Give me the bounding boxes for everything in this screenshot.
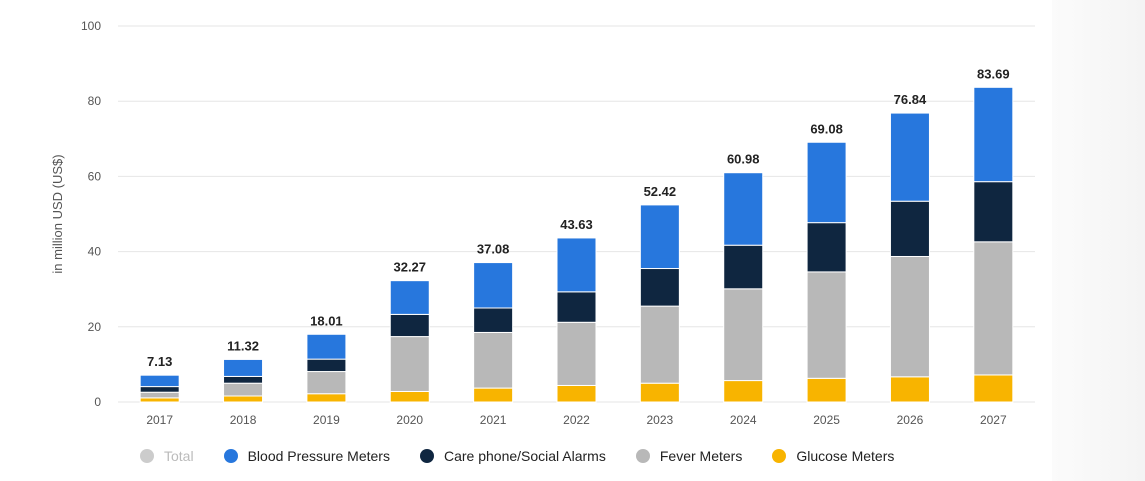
x-tick-label: 2023: [647, 413, 674, 427]
bar-segment-glucose-meters[interactable]: [639, 382, 680, 403]
bar-segment-blood-pressure-meters[interactable]: [556, 237, 597, 293]
x-tick-label: 2021: [480, 413, 507, 427]
bar-segment-fever-meters[interactable]: [639, 305, 680, 384]
x-axis-ticks: 2017 2018 2019 2020 2021 2022 2023 2024 2025 2026…: [146, 413, 1007, 427]
total-label: 32.27: [393, 260, 426, 275]
x-tick-label: 2026: [897, 413, 924, 427]
bar-segment-blood-pressure-meters[interactable]: [806, 141, 847, 224]
bar-segment-blood-pressure-meters[interactable]: [889, 112, 930, 202]
bar-segment-fever-meters[interactable]: [306, 371, 347, 395]
bar-segment-glucose-meters[interactable]: [556, 384, 597, 403]
x-tick-label: 2027: [980, 413, 1007, 427]
total-label: 83.69: [977, 66, 1010, 81]
bar-segment-fever-meters[interactable]: [473, 331, 514, 389]
bar-segment-fever-meters[interactable]: [389, 336, 430, 392]
bar-segment-blood-pressure-meters[interactable]: [473, 262, 514, 309]
legend-item-fever-meters[interactable]: Fever Meters: [635, 448, 743, 464]
bar-segment-blood-pressure-meters[interactable]: [139, 374, 180, 388]
bar-segment-fever-meters[interactable]: [973, 241, 1014, 376]
y-tick-label: 80: [88, 94, 102, 108]
legend: Total Blood Pressure Meters Care phone/S…: [140, 448, 924, 464]
total-labels: 7.13 11.32 18.01 32.27 37.08 43.63 52.42 60.98 6…: [147, 66, 1010, 369]
bar-segment-care-phone-social-alarms[interactable]: [389, 313, 430, 338]
bar-segment-glucose-meters[interactable]: [139, 397, 180, 403]
x-tick-label: 2020: [396, 413, 423, 427]
bar-segment-blood-pressure-meters[interactable]: [389, 280, 430, 315]
legend-label: Glucose Meters: [796, 448, 895, 464]
bars: [139, 86, 1014, 403]
legend-dot: [635, 449, 650, 463]
bar-segment-fever-meters[interactable]: [806, 271, 847, 379]
bar-segment-glucose-meters[interactable]: [473, 387, 514, 403]
total-label: 18.01: [310, 313, 343, 328]
bar-segment-care-phone-social-alarms[interactable]: [806, 222, 847, 273]
x-tick-label: 2018: [230, 413, 257, 427]
total-label: 37.08: [477, 242, 510, 257]
total-label: 52.42: [644, 184, 677, 199]
bar-segment-glucose-meters[interactable]: [306, 393, 347, 403]
bar-segment-care-phone-social-alarms[interactable]: [139, 386, 180, 393]
legend-label: Care phone/Social Alarms: [443, 448, 606, 464]
y-axis-ticks: 0 20 40 60 80 100: [81, 19, 101, 409]
bar-segment-care-phone-social-alarms[interactable]: [306, 358, 347, 373]
total-label: 69.08: [810, 121, 843, 136]
bar-segment-blood-pressure-meters[interactable]: [306, 333, 347, 360]
bar-segment-fever-meters[interactable]: [723, 288, 764, 382]
bar-segment-glucose-meters[interactable]: [889, 376, 930, 403]
legend-dot: [223, 449, 238, 463]
y-tick-label: 0: [94, 395, 101, 409]
bar-segment-care-phone-social-alarms[interactable]: [973, 181, 1014, 243]
legend-item-care-phone-social-alarms[interactable]: Care phone/Social Alarms: [419, 448, 606, 464]
x-tick-label: 2024: [730, 413, 757, 427]
bar-segment-care-phone-social-alarms[interactable]: [889, 200, 930, 257]
legend-label: Total: [164, 448, 194, 464]
bar-segment-fever-meters[interactable]: [556, 321, 597, 386]
total-label: 11.32: [227, 338, 259, 353]
legend-dot: [772, 449, 787, 463]
legend-dot: [140, 449, 154, 463]
y-tick-label: 40: [88, 245, 102, 259]
x-tick-label: 2017: [146, 413, 173, 427]
bar-segment-blood-pressure-meters[interactable]: [973, 86, 1014, 183]
legend-label: Blood Pressure Meters: [247, 448, 390, 464]
bar-segment-care-phone-social-alarms[interactable]: [473, 307, 514, 333]
bar-segment-care-phone-social-alarms[interactable]: [639, 268, 680, 307]
total-label: 76.84: [894, 92, 927, 107]
y-tick-label: 20: [88, 320, 102, 334]
bar-segment-fever-meters[interactable]: [139, 391, 180, 399]
bar-segment-blood-pressure-meters[interactable]: [639, 204, 680, 270]
legend-dot: [419, 449, 434, 463]
legend-item-glucose-meters[interactable]: Glucose Meters: [772, 448, 894, 464]
total-label: 60.98: [727, 152, 760, 167]
bar-segment-care-phone-social-alarms[interactable]: [723, 244, 764, 290]
bar-segment-fever-meters[interactable]: [889, 255, 930, 378]
x-tick-label: 2019: [313, 413, 340, 427]
bar-segment-care-phone-social-alarms[interactable]: [223, 375, 264, 384]
legend-item-blood-pressure-meters[interactable]: Blood Pressure Meters: [223, 448, 390, 464]
y-tick-label: 100: [81, 19, 101, 33]
bar-segment-glucose-meters[interactable]: [223, 395, 264, 403]
bar-segment-glucose-meters[interactable]: [389, 390, 430, 403]
bar-segment-glucose-meters[interactable]: [723, 380, 764, 403]
y-tick-label: 60: [88, 169, 102, 183]
bar-segment-care-phone-social-alarms[interactable]: [556, 291, 597, 323]
y-axis-label: in million USD (US$): [50, 154, 65, 273]
bar-segment-blood-pressure-meters[interactable]: [223, 358, 264, 377]
total-label: 43.63: [560, 217, 593, 232]
stacked-bar-chart: 0 20 40 60 80 100 in million USD (US$) 7.13 11…: [50, 19, 1035, 427]
bar-segment-blood-pressure-meters[interactable]: [723, 172, 764, 246]
panel-edge: [1052, 0, 1145, 481]
bar-segment-fever-meters[interactable]: [223, 382, 264, 397]
bar-segment-glucose-meters[interactable]: [973, 374, 1014, 403]
x-tick-label: 2022: [563, 413, 590, 427]
bar-segment-glucose-meters[interactable]: [806, 377, 847, 403]
legend-label: Fever Meters: [659, 448, 743, 464]
legend-item-total[interactable]: Total: [140, 448, 194, 464]
x-tick-label: 2025: [813, 413, 840, 427]
total-label: 7.13: [147, 354, 172, 369]
